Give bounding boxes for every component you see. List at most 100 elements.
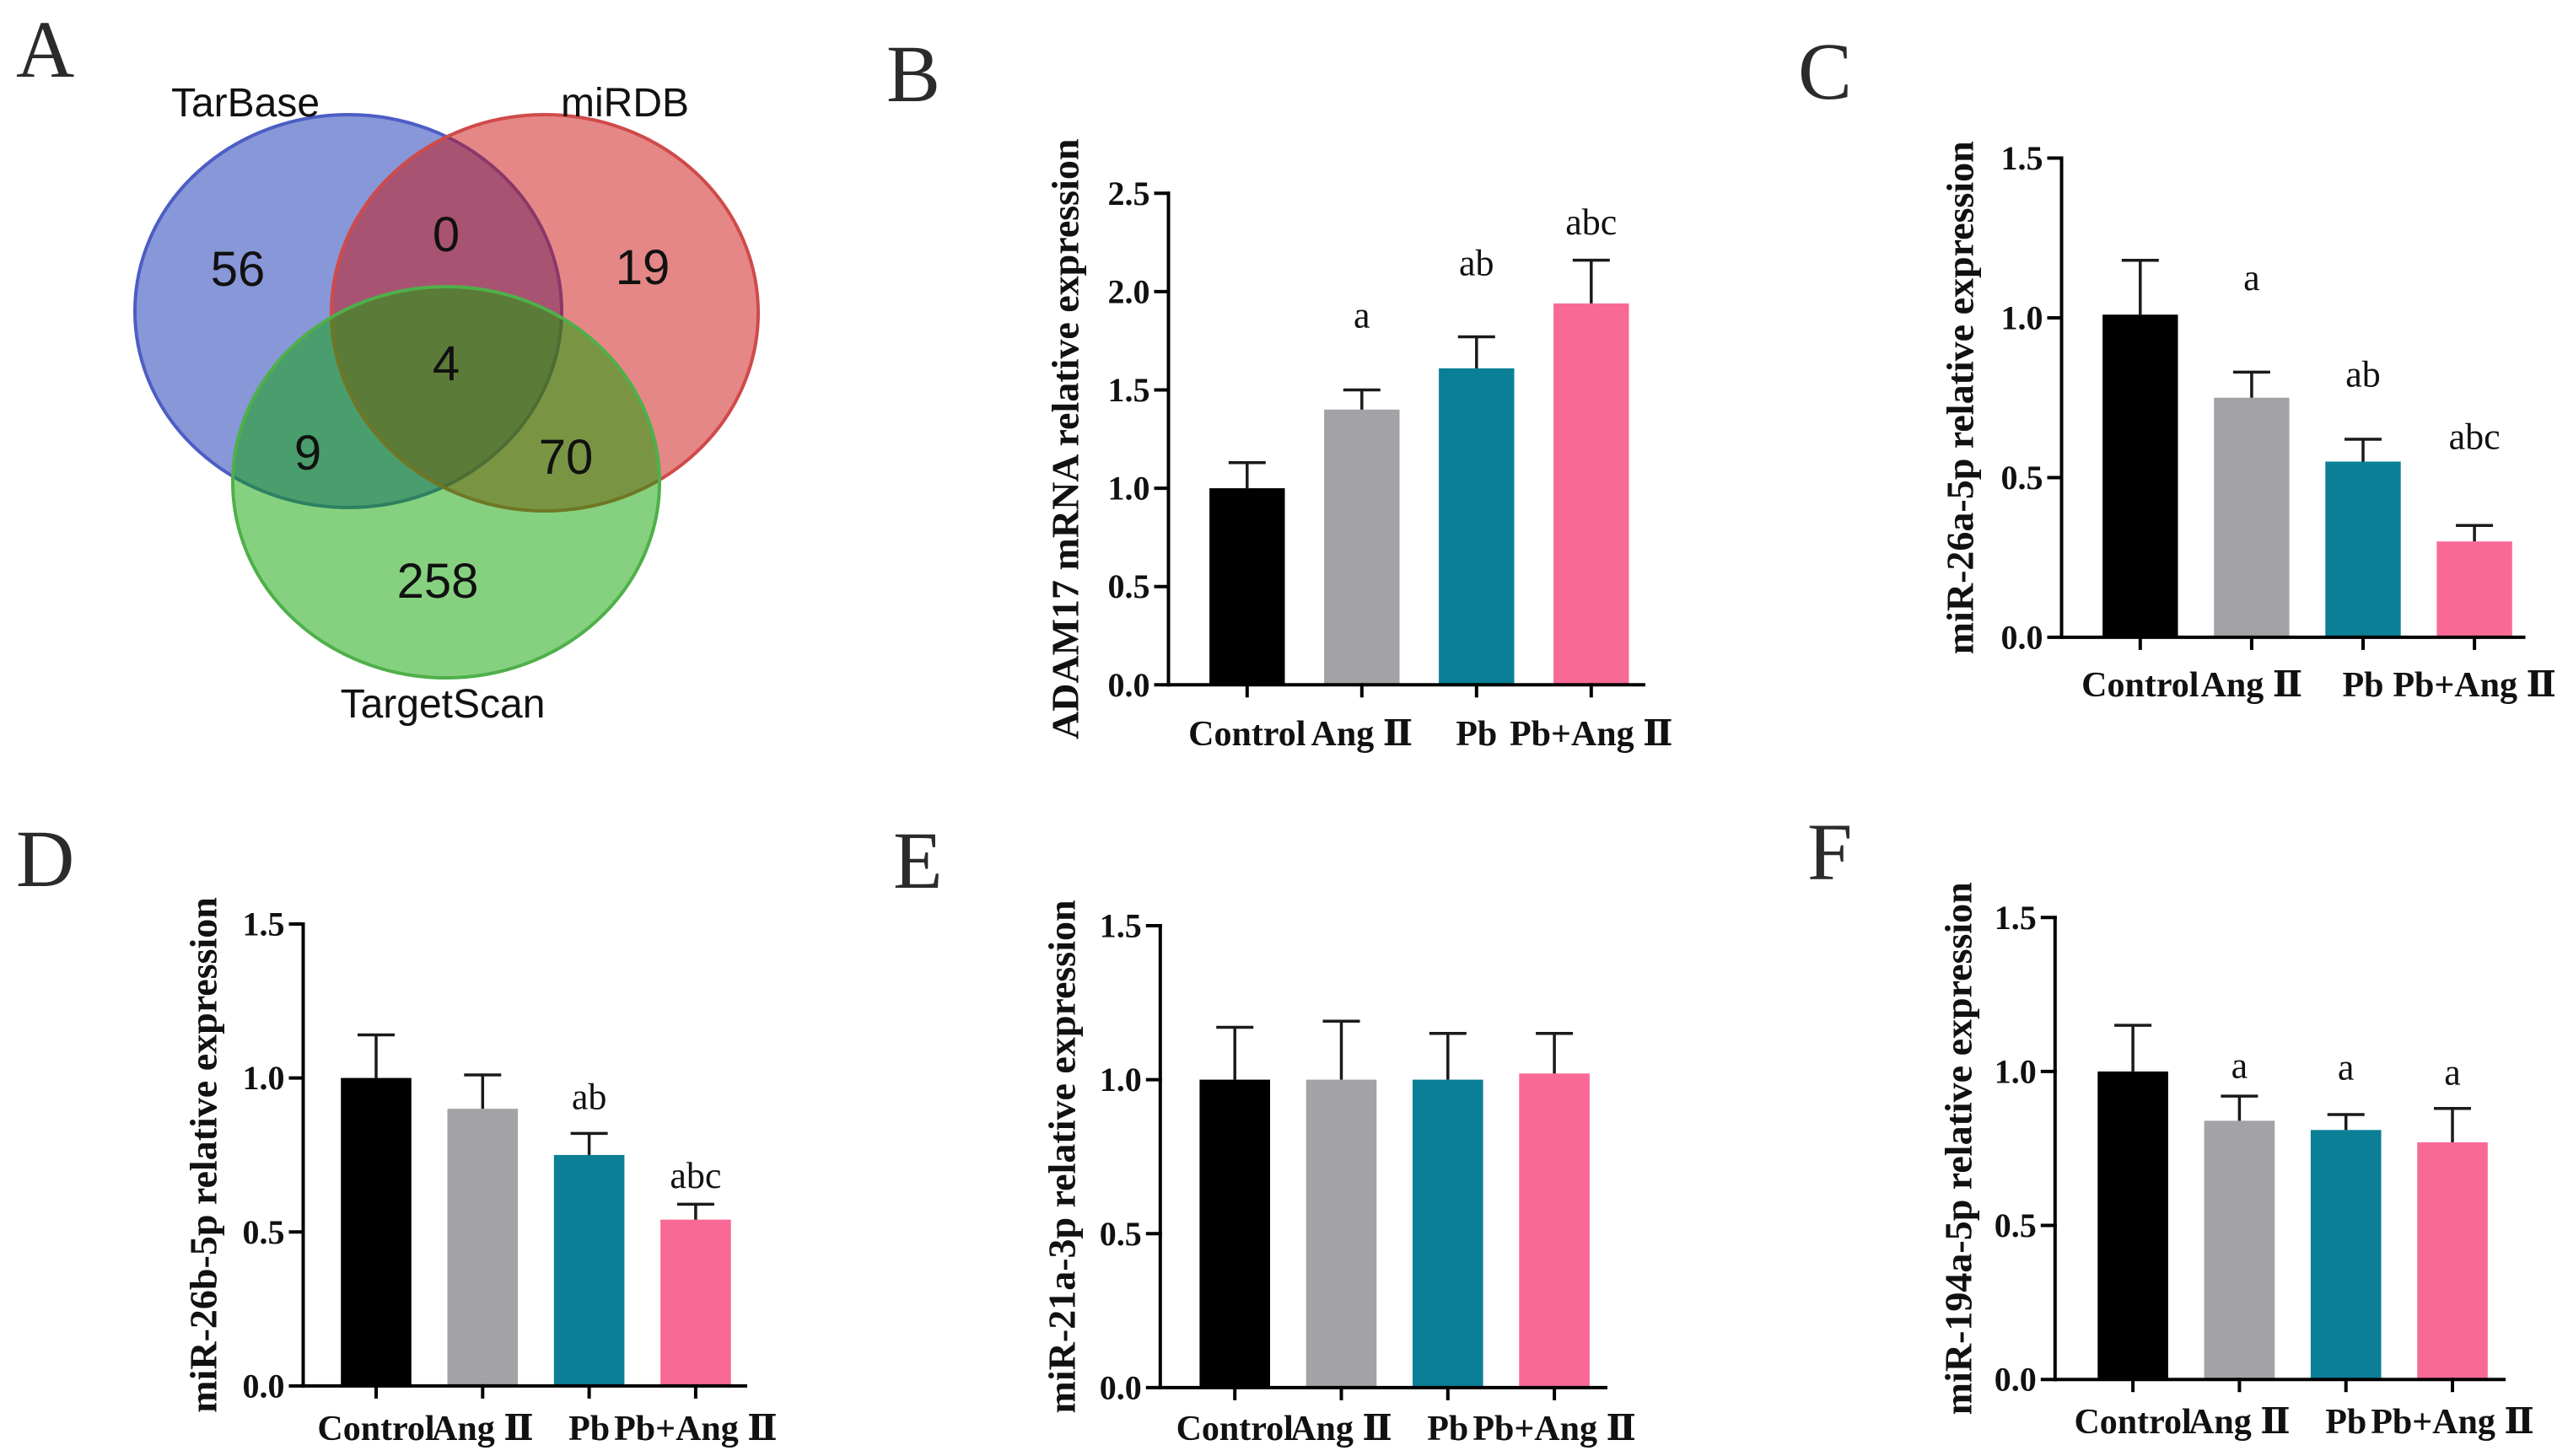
error-bar-pb [2345,438,2382,462]
x-tick-label-control: Control [2074,1403,2191,1442]
significance-label-ang-ii: a [2243,257,2260,298]
tarbase-set-label: TarBase [171,81,320,126]
y-tick-label: 0.5 [243,1213,285,1251]
count-tarbase-targetscan: 9 [294,426,321,481]
x-tick-label-control: Control [2081,666,2199,705]
x-tick-label-pb: Pb [2325,1403,2366,1442]
error-bar-pb-ang-ii [1536,1032,1574,1074]
significance-label-pb: ab [572,1077,607,1118]
targetscan-set-label: TargetScan [341,682,546,727]
bar-control [2097,1071,2168,1380]
bar-ang-ii [447,1109,519,1386]
significance-label-pb-ang-ii: a [2444,1051,2461,1093]
y-tick-label: 1.0 [1100,1061,1142,1099]
significance-label-pb: ab [1459,243,1494,284]
error-bar-control [1216,1025,1254,1080]
bar-ang-ii [2214,397,2290,637]
count-tarbase-only: 56 [211,242,266,297]
bar-pb [1413,1079,1483,1388]
panel-label: E [893,815,943,905]
x-tick-label-pb-ang-ii: Pb+Ang Ⅱ [614,1410,778,1448]
count-all-three: 4 [433,336,460,391]
bar-control [341,1077,412,1386]
significance-label-ang-ii: a [1354,295,1370,336]
x-tick-label-pb-ang-ii: Pb+Ang Ⅱ [1510,715,1673,754]
y-tick-label: 1.5 [1995,899,2037,937]
bar-pb-ang-ii [660,1219,731,1386]
bars [1199,1019,1590,1388]
error-bar-ang-ii [2232,370,2270,398]
y-tick-label: 2.0 [1108,272,1150,310]
bar-pb-ang-ii [1553,303,1629,685]
significance-label-pb: a [2338,1047,2355,1088]
y-tick-label: 0.5 [1108,567,1150,605]
x-tick-label-pb-ang-ii: Pb+Ang Ⅱ [2371,1403,2534,1442]
x-tick-label-ang-ii: Ang Ⅱ [2201,666,2303,705]
bar-pb-ang-ii [2417,1142,2488,1380]
x-tick-label-pb: Pb [2342,666,2383,705]
y-axis: 0.0 0.5 1.0 1.5 2.0 2.5 [1108,175,1171,704]
significance-label-ang-ii: a [2232,1045,2248,1087]
x-tick-label-ang-ii: Ang Ⅱ [2188,1403,2291,1442]
x-tick-label-control: Control [1176,1410,1294,1448]
y-axis-title: ADAM17 mRNA relative expression [1044,139,1087,739]
error-bar-pb-ang-ii [2456,524,2494,542]
error-bar-pb [1457,335,1495,368]
y-tick-label: 0.0 [1995,1361,2037,1399]
y-tick-label: 0.0 [2001,618,2043,656]
panel-label: A [16,4,74,94]
bar-control [1209,488,1285,685]
bar-ang-ii [1306,1079,1377,1388]
y-tick-label: 1.0 [2001,299,2043,337]
y-axis-title: miR-21a-3p relative expression [1041,900,1084,1413]
y-axis-title: miR-26b-5p relative expression [182,897,225,1413]
error-bar-pb-ang-ii [2434,1106,2471,1142]
x-tick-label-pb: Pb [1427,1410,1468,1448]
count-tarbase-mirdb: 0 [433,207,460,262]
y-tick-label: 1.5 [1100,906,1142,944]
count-mirdb-only: 19 [616,240,670,295]
targetscan-set-circle [231,285,661,680]
significance-label-pb-ang-ii: abc [670,1155,721,1196]
error-bar-pb-ang-ii [676,1202,714,1220]
y-tick-label: 0.0 [1100,1368,1142,1406]
x-tick-label-pb: Pb [1456,715,1497,754]
error-bar-pb-ang-ii [1572,258,1610,304]
error-bar-ang-ii [1343,388,1381,410]
bars [2102,259,2512,637]
error-bar-pb [2327,1113,2365,1131]
panel-label: D [16,814,74,904]
x-tick-label-ang-ii: Ang Ⅱ [1311,715,1413,754]
y-tick-label: 0.5 [1100,1215,1142,1253]
y-axis: 0.0 0.5 1.0 1.5 [1100,906,1162,1406]
bar-pb [1439,368,1515,685]
panel-label: C [1798,26,1852,116]
y-tick-label: 2.5 [1108,175,1150,212]
count-targetscan-only: 258 [397,554,479,609]
error-bar-control [1228,461,1266,489]
mirdb-set-label: miRDB [561,81,689,126]
x-tick-label-control: Control [317,1410,434,1448]
significance-label-pb-ang-ii: abc [1565,201,1617,243]
error-bar-ang-ii [1322,1019,1360,1080]
bar-pb-ang-ii [2436,541,2512,637]
y-tick-label: 0.5 [1995,1206,2037,1244]
x-tick-label-ang-ii: Ang Ⅱ [432,1410,534,1448]
y-axis-title: miR-194a-5p relative expression [1937,882,1980,1415]
y-axis: 0.0 0.5 1.0 1.5 [2001,139,2064,656]
error-bar-control [2121,259,2159,315]
y-tick-label: 1.0 [1995,1052,2037,1090]
error-bar-ang-ii [464,1073,502,1109]
bar-control [2102,314,2178,637]
panel-label: F [1807,807,1852,897]
x-tick-label-ang-ii: Ang Ⅱ [1290,1410,1392,1448]
error-bar-pb [1429,1032,1467,1080]
x-tick-label-pb-ang-ii: Pb+Ang Ⅱ [1472,1410,1636,1448]
